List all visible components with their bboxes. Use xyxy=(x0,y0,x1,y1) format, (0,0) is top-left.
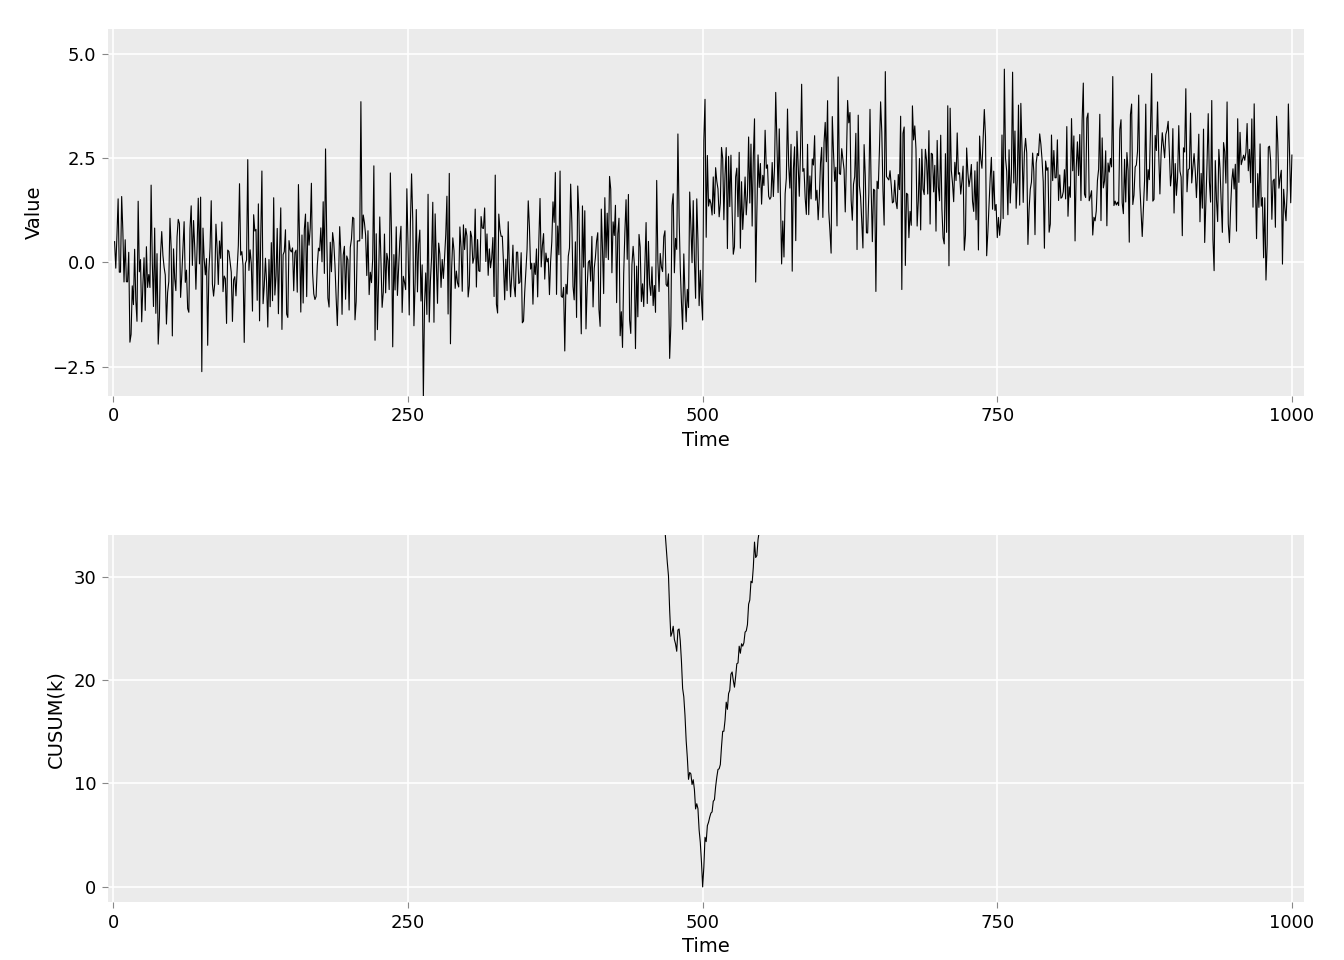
X-axis label: Time: Time xyxy=(681,430,730,449)
Y-axis label: CUSUM(k): CUSUM(k) xyxy=(46,670,66,768)
X-axis label: Time: Time xyxy=(681,937,730,956)
Y-axis label: Value: Value xyxy=(26,185,44,239)
